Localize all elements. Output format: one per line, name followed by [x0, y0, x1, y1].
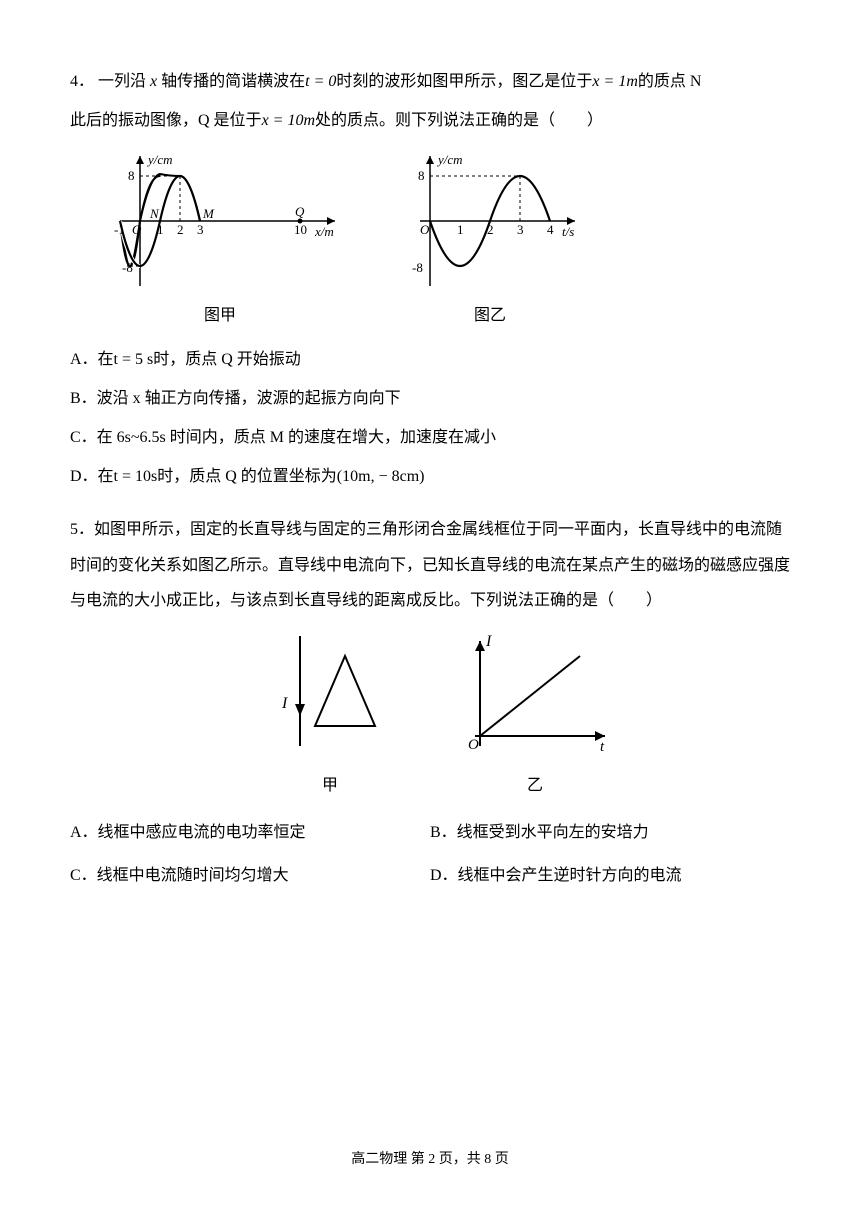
q5-optA: A．线框中感应电流的电功率恒定 — [70, 815, 370, 850]
svg-text:O: O — [420, 222, 430, 237]
svg-text:O: O — [468, 737, 479, 753]
q4-options: A．在t = 5 s时，质点 Q 开始振动 B．波沿 x 轴正方向传播，波源的起… — [70, 342, 790, 495]
q4-x1: x = 1m — [592, 73, 637, 90]
svg-text:I: I — [281, 695, 288, 712]
q5-body: 如图甲所示，固定的长直导线与固定的三角形闭合金属线框位于同一平面内，长直导线中的… — [70, 521, 790, 608]
svg-text:10: 10 — [294, 222, 307, 237]
svg-text:4: 4 — [547, 222, 554, 237]
svg-text:-8: -8 — [122, 260, 133, 275]
q4-l1-post: 的质点 N — [638, 73, 702, 90]
q4-fig1-col: -1 O 1 2 3 10 x/m y/cm 8 -8 N M Q 图甲 — [90, 146, 350, 333]
q4-optA: A．在t = 5 s时，质点 Q 开始振动 — [70, 342, 790, 377]
q4-l2-pre: 此后的振动图像，Q 是位于 — [70, 112, 262, 129]
svg-text:Q: Q — [295, 204, 305, 219]
q4-l1-m2: 时刻的波形如图甲所示，图乙是位于 — [336, 73, 592, 90]
svg-text:x/m: x/m — [314, 224, 334, 239]
q5-fig1-svg: I — [260, 626, 400, 766]
q5-figures: I 甲 O I t 乙 — [90, 626, 790, 803]
q4-line1: 4． 一列沿 x 轴传播的简谐横波在t = 0时刻的波形如图甲所示，图乙是位于x… — [70, 64, 790, 99]
q4-optC: C．在 6s~6.5s 时间内，质点 M 的速度在增大，加速度在减小 — [70, 420, 790, 455]
q5-optD: D．线框中会产生逆时针方向的电流 — [430, 858, 682, 893]
q4-line2: 此后的振动图像，Q 是位于x = 10m处的质点。则下列说法正确的是（ ） — [70, 103, 790, 138]
q4-l1-pre: 一列沿 — [98, 73, 150, 90]
q4-x10: x = 10m — [262, 112, 315, 129]
svg-text:8: 8 — [418, 168, 425, 183]
svg-text:y/cm: y/cm — [146, 152, 173, 167]
q4-l2-post: 处的质点。则下列说法正确的是（ ） — [315, 112, 603, 129]
q5-fig2-svg: O I t — [450, 626, 620, 766]
q5-optB: B．线框受到水平向左的安培力 — [430, 815, 649, 850]
q5-fig1-caption: 甲 — [322, 768, 338, 803]
q4-figures: -1 O 1 2 3 10 x/m y/cm 8 -8 N M Q 图甲 — [90, 146, 790, 333]
q5-number: 5． — [70, 521, 94, 538]
q5-text: 5．如图甲所示，固定的长直导线与固定的三角形闭合金属线框位于同一平面内，长直导线… — [70, 512, 790, 618]
svg-text:t/s: t/s — [562, 224, 574, 239]
q5-optC: C．线框中电流随时间均匀增大 — [70, 858, 370, 893]
svg-text:t: t — [600, 739, 605, 755]
q4-number: 4． — [70, 73, 94, 90]
svg-text:3: 3 — [517, 222, 524, 237]
svg-text:-1: -1 — [114, 222, 125, 237]
q4-optB: B．波沿 x 轴正方向传播，波源的起振方向向下 — [70, 381, 790, 416]
q5-options: A．线框中感应电流的电功率恒定 B．线框受到水平向左的安培力 C．线框中电流随时… — [70, 811, 790, 897]
q4-fig1-svg: -1 O 1 2 3 10 x/m y/cm 8 -8 N M Q — [90, 146, 350, 296]
svg-text:-8: -8 — [412, 260, 423, 275]
svg-text:O: O — [132, 222, 142, 237]
svg-text:2: 2 — [487, 222, 494, 237]
page-footer: 高二物理 第 2 页，共 8 页 — [0, 1145, 860, 1176]
q4-fig2-svg: O 1 2 3 4 t/s y/cm 8 -8 — [390, 146, 590, 296]
q5-fig1-col: I 甲 — [260, 626, 400, 803]
q4-t0: t = 0 — [305, 73, 336, 90]
svg-text:I: I — [485, 633, 492, 650]
svg-text:1: 1 — [157, 222, 164, 237]
q4-fig2-col: O 1 2 3 4 t/s y/cm 8 -8 图乙 — [390, 146, 590, 333]
q4-l1-m1: 轴传播的简谐横波在 — [157, 73, 305, 90]
svg-text:8: 8 — [128, 168, 135, 183]
q5-fig2-col: O I t 乙 — [450, 626, 620, 803]
svg-text:N: N — [149, 206, 160, 221]
svg-text:3: 3 — [197, 222, 204, 237]
svg-text:M: M — [202, 206, 215, 221]
svg-text:2: 2 — [177, 222, 184, 237]
svg-text:1: 1 — [457, 222, 464, 237]
q5-fig2-caption: 乙 — [527, 768, 543, 803]
q4-optD: D．在t = 10s时，质点 Q 的位置坐标为(10m, − 8cm) — [70, 459, 790, 494]
svg-text:y/cm: y/cm — [436, 152, 463, 167]
q4-fig1-caption: 图甲 — [204, 298, 236, 333]
q4-fig2-caption: 图乙 — [474, 298, 506, 333]
